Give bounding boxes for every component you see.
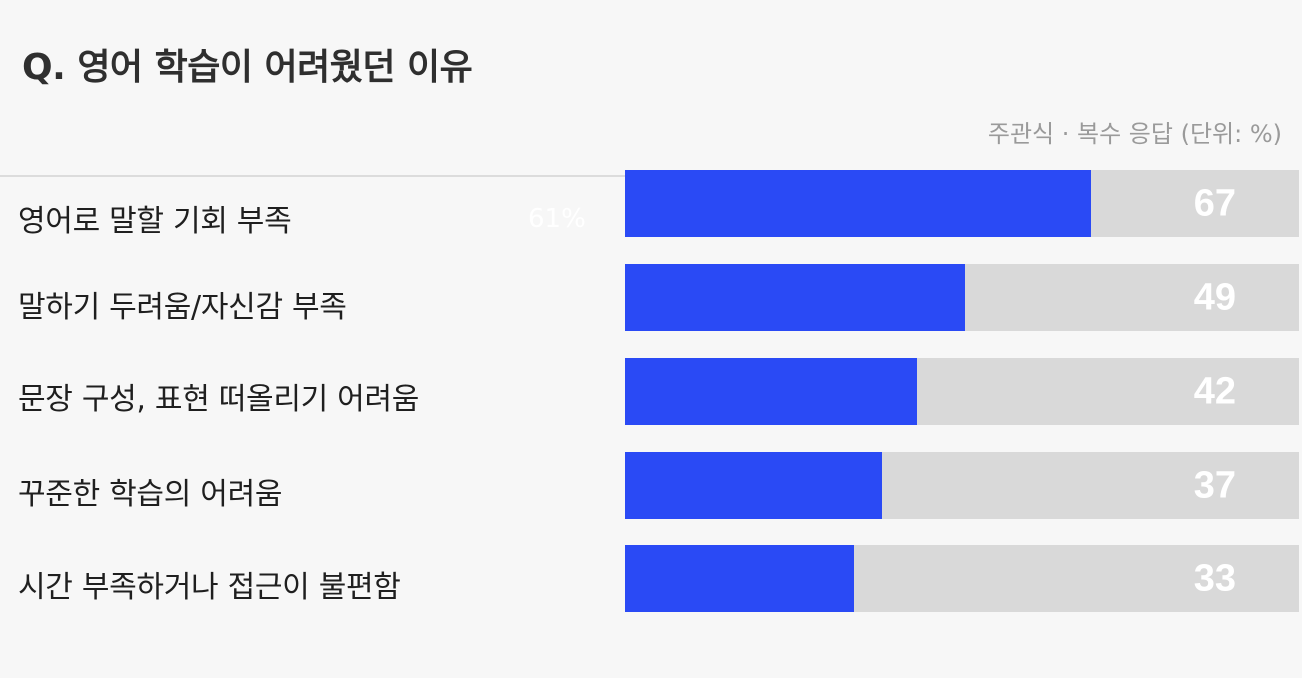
header-divider xyxy=(0,175,625,177)
bar xyxy=(625,358,917,425)
value-label: 49 xyxy=(1193,276,1236,318)
category-label: 꾸준한 학습의 어려움 xyxy=(18,477,283,512)
value-label: 42 xyxy=(1193,370,1236,412)
category-label: 시간 부족하거나 접근이 불편함 xyxy=(18,570,401,605)
bar xyxy=(625,170,1091,237)
bar-track: 42 xyxy=(625,358,1299,425)
bar-track: 33 xyxy=(625,545,1299,612)
value-label: 37 xyxy=(1193,464,1236,506)
stray-percent-label: 61% xyxy=(528,204,586,234)
chart-title: Q. 영어 학습이 어려웠던 이유 xyxy=(22,47,473,88)
value-label: 67 xyxy=(1193,182,1236,224)
bar xyxy=(625,264,966,331)
category-label: 말하기 두려움/자신감 부족 xyxy=(18,290,347,325)
value-label: 33 xyxy=(1193,557,1236,599)
bar-track: 37 xyxy=(625,452,1299,519)
bar-track: 49 xyxy=(625,264,1299,331)
bar xyxy=(625,452,883,519)
bar xyxy=(625,545,855,612)
bar-track: 67 xyxy=(625,170,1299,237)
category-label: 영어로 말할 기회 부족 xyxy=(18,204,292,239)
unit-note: 주관식 · 복수 응답 (단위: %) xyxy=(987,120,1282,148)
category-label: 문장 구성, 표현 떠올리기 어려움 xyxy=(18,382,420,417)
